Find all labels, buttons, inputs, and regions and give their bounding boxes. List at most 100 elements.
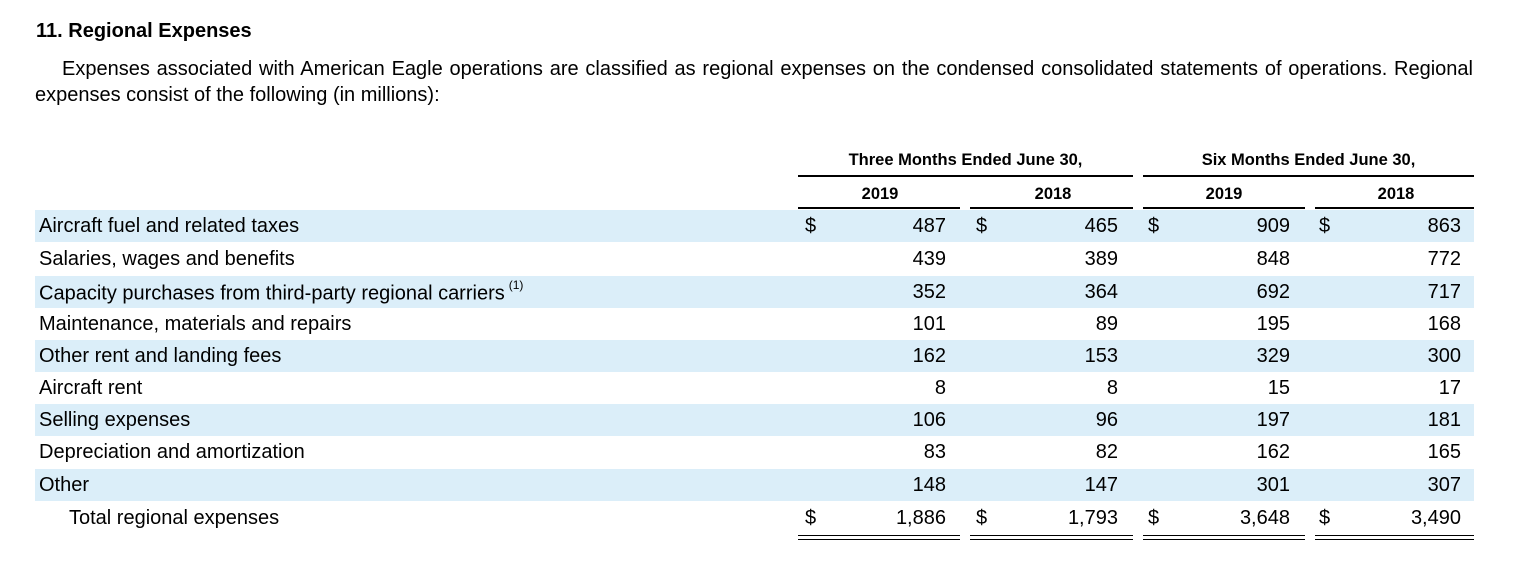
cell-value: 352 (912, 281, 946, 303)
currency-symbol: $ (976, 507, 988, 529)
row-label: Other rent and landing fees (39, 345, 281, 368)
year-rule (970, 207, 1133, 209)
year-header-6m-2019: 2019 (1205, 185, 1243, 203)
row-label-text: Aircraft rent (39, 377, 143, 399)
year-header-6m-2018: 2018 (1377, 185, 1415, 203)
row-label: Depreciation and amortization (39, 441, 305, 464)
double-underline (1143, 535, 1305, 536)
total-label: Total regional expenses (69, 507, 280, 529)
table-row: Aircraft fuel and related taxes $487 $465 $… (35, 210, 1474, 242)
cell-value: 162 (912, 345, 946, 367)
table-row: Other 148 147 301 307 (35, 469, 1474, 501)
cell-value: 148 (912, 474, 946, 496)
table-row: Selling expenses 106 96 197 181 (35, 404, 1474, 436)
cell-value: 8 (1106, 377, 1118, 399)
table-row: Capacity purchases from third-party regi… (35, 276, 1474, 308)
double-underline (798, 539, 960, 540)
cell-value: 772 (1427, 248, 1461, 270)
row-label-text: Other rent and landing fees (39, 345, 282, 367)
cell-value: 389 (1084, 248, 1118, 270)
currency-symbol: $ (805, 507, 817, 529)
currency-symbol: $ (1319, 215, 1331, 237)
cell-value: 82 (1095, 441, 1118, 463)
currency-symbol: $ (1148, 507, 1160, 529)
cell-value: 195 (1256, 313, 1290, 335)
cell-value: 300 (1427, 345, 1461, 367)
footnote-marker: (1) (508, 278, 524, 292)
cell-value: 15 (1267, 377, 1290, 399)
row-label-text: Salaries, wages and benefits (39, 248, 295, 270)
header-rule-six-months (1143, 175, 1474, 177)
year-rule (798, 207, 960, 209)
row-label-text: Other (39, 474, 90, 496)
cell-value: 83 (923, 441, 946, 463)
double-underline (798, 535, 960, 536)
year-rule (1315, 207, 1474, 209)
cell-value: 465 (1084, 215, 1118, 237)
cell-value: 692 (1256, 281, 1290, 303)
intro-paragraph: Expenses associated with American Eagle … (35, 58, 1473, 106)
total-value: 3,490 (1410, 507, 1461, 529)
cell-value: 168 (1427, 313, 1461, 335)
cell-value: 307 (1427, 474, 1461, 496)
row-label-text: Selling expenses (39, 409, 191, 431)
cell-value: 909 (1256, 215, 1290, 237)
total-value: 3,648 (1239, 507, 1290, 529)
currency-symbol: $ (1148, 215, 1160, 237)
row-label: Aircraft fuel and related taxes (39, 215, 299, 238)
table-row: Maintenance, materials and repairs 101 89 1… (35, 308, 1474, 340)
cell-value: 439 (912, 248, 946, 270)
year-header-3m-2018: 2018 (1034, 185, 1072, 203)
row-label: Capacity purchases from third-party regi… (39, 278, 524, 306)
cell-value: 147 (1084, 474, 1118, 496)
row-label-text: Maintenance, materials and repairs (39, 313, 352, 335)
cell-value: 181 (1427, 409, 1461, 431)
currency-symbol: $ (1319, 507, 1331, 529)
cell-value: 197 (1256, 409, 1290, 431)
year-rule (1143, 207, 1305, 209)
row-label: Salaries, wages and benefits (39, 248, 295, 271)
table-row: Other rent and landing fees 162 153 329 300 (35, 340, 1474, 372)
cell-value: 96 (1095, 409, 1118, 431)
cell-value: 848 (1256, 248, 1290, 270)
cell-value: 364 (1084, 281, 1118, 303)
double-underline (970, 539, 1133, 540)
double-underline (970, 535, 1133, 536)
row-label: Maintenance, materials and repairs (39, 313, 351, 336)
cell-value: 863 (1427, 215, 1461, 237)
year-header-3m-2019: 2019 (861, 185, 899, 203)
currency-symbol: $ (805, 215, 817, 237)
double-underline (1315, 535, 1474, 536)
table-row: Salaries, wages and benefits 439 389 848 772 (35, 243, 1474, 275)
total-value: 1,886 (895, 507, 946, 529)
cell-value: 153 (1084, 345, 1118, 367)
cell-value: 101 (912, 313, 946, 335)
header-three-months: Three Months Ended June 30, (848, 151, 1083, 169)
row-label: Aircraft rent (39, 377, 142, 400)
double-underline (1143, 539, 1305, 540)
section-title: 11. Regional Expenses (36, 20, 252, 42)
row-label-text: Aircraft fuel and related taxes (39, 215, 300, 237)
cell-value: 106 (912, 409, 946, 431)
currency-symbol: $ (976, 215, 988, 237)
total-value: 1,793 (1067, 507, 1118, 529)
total-row: Total regional expenses $ 1,886 $ 1,793 … (35, 502, 1474, 534)
row-label-text: Depreciation and amortization (39, 441, 305, 463)
table-row: Aircraft rent 8 8 15 17 (35, 372, 1474, 404)
cell-value: 165 (1427, 441, 1461, 463)
double-underline (1315, 539, 1474, 540)
cell-value: 329 (1256, 345, 1290, 367)
header-rule-three-months (798, 175, 1133, 177)
cell-value: 487 (912, 215, 946, 237)
header-six-months: Six Months Ended June 30, (1201, 151, 1416, 169)
table-row: Depreciation and amortization 83 82 162 165 (35, 436, 1474, 468)
cell-value: 162 (1256, 441, 1290, 463)
row-label: Selling expenses (39, 409, 190, 432)
cell-value: 8 (934, 377, 946, 399)
cell-value: 717 (1427, 281, 1461, 303)
row-label: Other (39, 474, 89, 497)
row-label-text: Capacity purchases from third-party regi… (39, 282, 505, 305)
cell-value: 17 (1438, 377, 1461, 399)
cell-value: 301 (1256, 474, 1290, 496)
cell-value: 89 (1095, 313, 1118, 335)
